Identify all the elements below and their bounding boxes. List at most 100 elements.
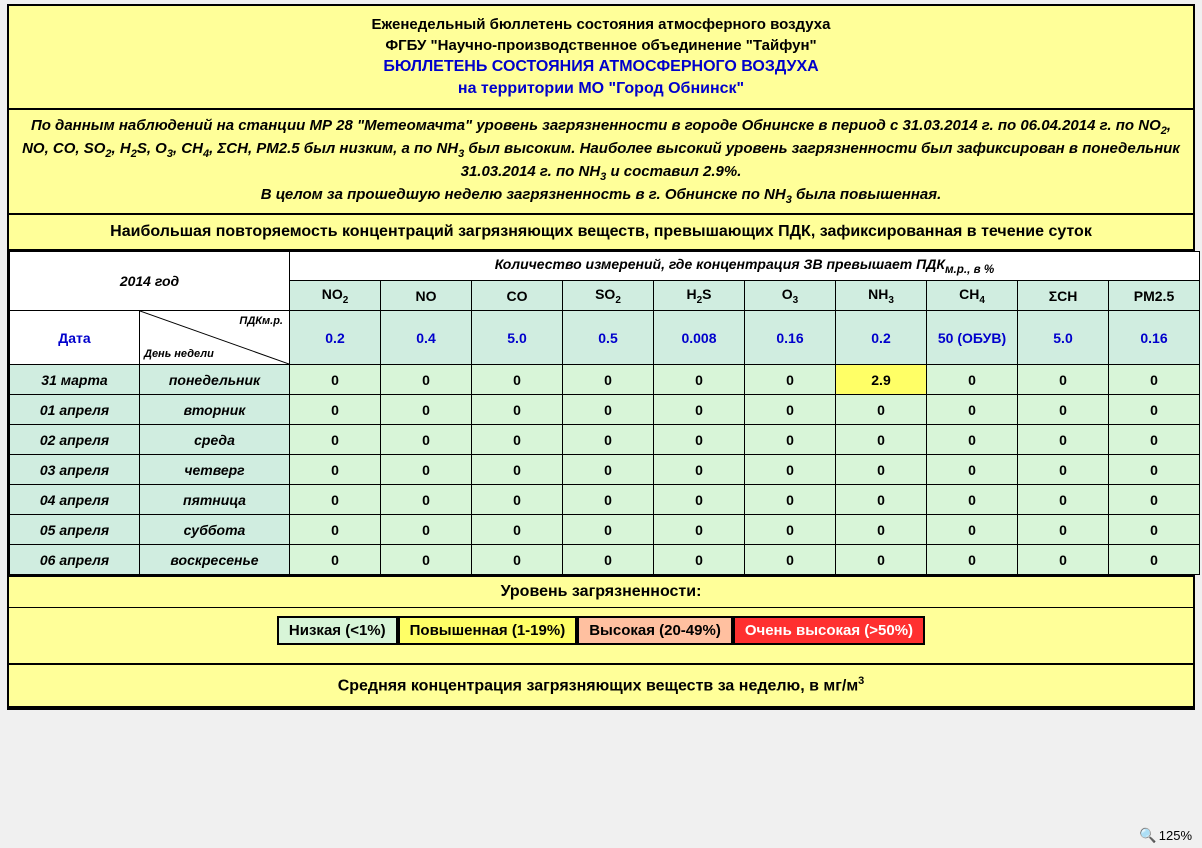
table-row: 31 мартапонедельник0000002.9000 <box>10 365 1200 395</box>
value-cell: 0 <box>927 395 1018 425</box>
row-day: четверг <box>140 455 290 485</box>
value-cell: 0 <box>1109 365 1200 395</box>
value-cell: 0 <box>472 545 563 575</box>
value-cell: 0 <box>290 485 381 515</box>
value-cell: 0 <box>654 455 745 485</box>
magnifier-icon: 🔍 <box>1139 827 1156 844</box>
row-date: 05 апреля <box>10 515 140 545</box>
pollutant-header: H2S <box>654 281 745 311</box>
value-cell: 0 <box>472 425 563 455</box>
value-cell: 0 <box>745 395 836 425</box>
header-block: Еженедельный бюллетень состояния атмосфе… <box>9 6 1193 110</box>
pollutant-header: CH4 <box>927 281 1018 311</box>
pollutant-header: O3 <box>745 281 836 311</box>
pollutant-header: ΣCH <box>1018 281 1109 311</box>
value-cell: 0 <box>290 515 381 545</box>
value-cell: 0 <box>654 485 745 515</box>
value-cell: 0 <box>654 365 745 395</box>
value-cell: 0 <box>927 455 1018 485</box>
value-cell: 0 <box>1109 485 1200 515</box>
row-day: пятница <box>140 485 290 515</box>
value-cell: 0 <box>472 395 563 425</box>
pdk-value: 0.2 <box>836 311 927 365</box>
row-date: 01 апреля <box>10 395 140 425</box>
value-cell: 0 <box>654 425 745 455</box>
value-cell: 0 <box>381 365 472 395</box>
legend-vhigh: Очень высокая (>50%) <box>733 616 925 645</box>
table-row: 05 апрелясуббота0000000000 <box>10 515 1200 545</box>
bulletin-page: Еженедельный бюллетень состояния атмосфе… <box>7 4 1195 710</box>
value-cell: 0 <box>290 365 381 395</box>
legend-title: Уровень загрязненности: <box>9 575 1193 608</box>
table-row: 06 апрелявоскресенье0000000000 <box>10 545 1200 575</box>
row-day: вторник <box>140 395 290 425</box>
table-row: 03 апрелячетверг0000000000 <box>10 455 1200 485</box>
value-cell: 0 <box>927 515 1018 545</box>
pdk-value: 0.5 <box>563 311 654 365</box>
diag-bottom-label: День недели <box>144 348 214 360</box>
value-cell: 0 <box>1018 455 1109 485</box>
value-cell: 0 <box>290 425 381 455</box>
pdk-value: 0.16 <box>745 311 836 365</box>
zoom-indicator[interactable]: 🔍 125% <box>1139 827 1192 844</box>
value-cell: 0 <box>1109 425 1200 455</box>
value-cell: 0 <box>1018 395 1109 425</box>
diagonal-header: ПДКм.р. День недели <box>140 311 290 365</box>
legend-elev: Повышенная (1-19%) <box>398 616 578 645</box>
value-cell: 0 <box>1109 515 1200 545</box>
value-cell: 0 <box>927 485 1018 515</box>
value-cell: 0 <box>563 365 654 395</box>
legend-row: Низкая (<1%)Повышенная (1-19%)Высокая (2… <box>9 608 1193 665</box>
value-cell: 0 <box>1018 485 1109 515</box>
value-cell: 0 <box>381 395 472 425</box>
value-cell: 0 <box>745 425 836 455</box>
header-line-3: БЮЛЛЕТЕНЬ СОСТОЯНИЯ АТМОСФЕРНОГО ВОЗДУХА <box>13 58 1189 76</box>
value-cell: 0 <box>654 395 745 425</box>
value-cell: 0 <box>745 455 836 485</box>
value-cell: 0 <box>563 515 654 545</box>
row-day: суббота <box>140 515 290 545</box>
value-cell: 0 <box>290 395 381 425</box>
value-cell: 0 <box>563 545 654 575</box>
zoom-value: 125% <box>1159 828 1192 843</box>
row-date: 04 апреля <box>10 485 140 515</box>
measurements-header: Количество измерений, где концентрация З… <box>290 252 1200 281</box>
legend-high: Высокая (20-49%) <box>577 616 733 645</box>
pdk-value: 0.2 <box>290 311 381 365</box>
value-cell: 0 <box>745 515 836 545</box>
header-line-1: Еженедельный бюллетень состояния атмосфе… <box>13 16 1189 33</box>
pollutant-header: NO <box>381 281 472 311</box>
diag-top-label: ПДКм.р. <box>239 315 283 327</box>
pdk-value: 0.4 <box>381 311 472 365</box>
value-cell: 0 <box>1109 395 1200 425</box>
value-cell: 0 <box>381 485 472 515</box>
value-cell: 0 <box>1018 365 1109 395</box>
value-cell: 0 <box>472 365 563 395</box>
value-cell: 0 <box>927 365 1018 395</box>
value-cell: 0 <box>381 455 472 485</box>
year-cell: 2014 год <box>10 252 290 311</box>
value-cell: 0 <box>836 545 927 575</box>
value-cell: 2.9 <box>836 365 927 395</box>
value-cell: 0 <box>381 545 472 575</box>
section-2-title: Средняя концентрация загрязняющих вещест… <box>9 665 1193 707</box>
header-line-4: на территории МО "Город Обнинск" <box>13 80 1189 98</box>
pollutant-header: CO <box>472 281 563 311</box>
table-head: 2014 год Количество измерений, где конце… <box>10 252 1200 365</box>
value-cell: 0 <box>1109 455 1200 485</box>
pollutant-header: NO2 <box>290 281 381 311</box>
table-row: 04 апреляпятница0000000000 <box>10 485 1200 515</box>
value-cell: 0 <box>654 515 745 545</box>
row-day: воскресенье <box>140 545 290 575</box>
pdk-value: 5.0 <box>472 311 563 365</box>
value-cell: 0 <box>654 545 745 575</box>
table-row: 02 апрелясреда0000000000 <box>10 425 1200 455</box>
value-cell: 0 <box>1018 425 1109 455</box>
value-cell: 0 <box>563 425 654 455</box>
row-day: понедельник <box>140 365 290 395</box>
row-date: 03 апреля <box>10 455 140 485</box>
table-body: 31 мартапонедельник0000002.900001 апреля… <box>10 365 1200 575</box>
pdk-value: 0.008 <box>654 311 745 365</box>
value-cell: 0 <box>836 395 927 425</box>
value-cell: 0 <box>290 455 381 485</box>
